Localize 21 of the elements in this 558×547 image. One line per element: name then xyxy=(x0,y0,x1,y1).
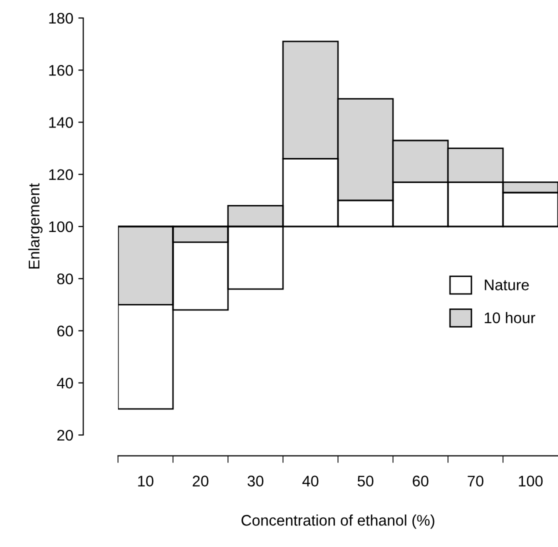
x-tick-label: 40 xyxy=(302,476,318,486)
x-tick-label: 100 xyxy=(518,476,543,486)
x-tick-label: 50 xyxy=(358,476,374,486)
y-tick-label: 160 xyxy=(49,64,73,76)
legend-label: Nature xyxy=(484,280,529,290)
x-tick-label: 30 xyxy=(248,476,264,486)
y-tick-label: 80 xyxy=(57,273,73,284)
y-tick-label: 180 xyxy=(49,12,73,24)
y-tick-label: 40 xyxy=(56,378,73,389)
x-tick-label: 20 xyxy=(192,476,208,486)
y-tick-label: 100 xyxy=(49,221,73,232)
x-tick-label: 70 xyxy=(468,476,484,486)
y-axis-title: Enlargement xyxy=(28,183,43,269)
x-tick-label: 10 xyxy=(138,476,154,486)
x-tick-label: 60 xyxy=(412,476,428,486)
x-axis-title: Concentration of ethanol (%) xyxy=(242,514,434,529)
y-tick-label: 60 xyxy=(57,326,73,336)
y-tick-label: 120 xyxy=(49,169,73,180)
y-tick-label: 140 xyxy=(49,117,73,128)
legend-label: 10 hour xyxy=(484,312,536,324)
y-tick-label: 20 xyxy=(57,430,73,441)
